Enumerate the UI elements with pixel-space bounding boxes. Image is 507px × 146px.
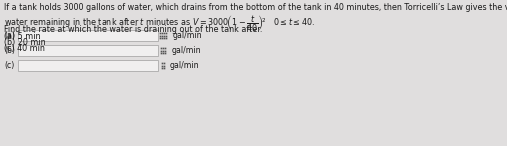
Text: (b): (b) bbox=[4, 46, 15, 55]
FancyBboxPatch shape bbox=[0, 29, 507, 42]
Text: water remaining in the tank after $t$ minutes as $V = 3000\!\left(1 - \dfrac{t}{: water remaining in the tank after $t$ mi… bbox=[4, 13, 315, 34]
FancyBboxPatch shape bbox=[18, 30, 158, 41]
Text: gal/min: gal/min bbox=[171, 46, 201, 55]
Text: gal/min: gal/min bbox=[170, 61, 200, 70]
FancyBboxPatch shape bbox=[0, 59, 507, 72]
Text: gal/min: gal/min bbox=[172, 31, 202, 40]
Text: Find the rate at which the water is draining out of the tank after.: Find the rate at which the water is drai… bbox=[4, 25, 263, 34]
Text: (c) 40 min: (c) 40 min bbox=[4, 44, 45, 53]
Text: If a tank holds 3000 gallons of water, which drains from the bottom of the tank : If a tank holds 3000 gallons of water, w… bbox=[4, 3, 507, 12]
Text: (c): (c) bbox=[4, 61, 14, 70]
FancyBboxPatch shape bbox=[18, 60, 158, 71]
Text: (a) 5 min: (a) 5 min bbox=[4, 32, 41, 41]
Text: (b) 20 min: (b) 20 min bbox=[4, 38, 46, 47]
Text: (a): (a) bbox=[4, 31, 15, 40]
FancyBboxPatch shape bbox=[18, 45, 158, 56]
FancyBboxPatch shape bbox=[0, 44, 507, 57]
